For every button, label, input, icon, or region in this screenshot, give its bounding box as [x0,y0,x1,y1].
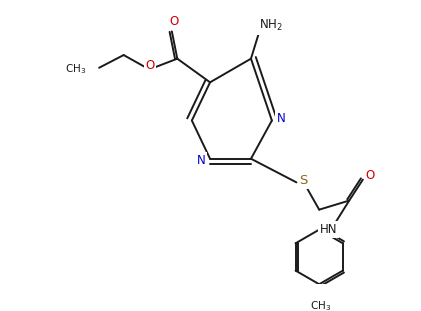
Text: HN: HN [320,223,337,236]
Text: S: S [299,174,308,187]
Text: CH$_3$: CH$_3$ [310,299,332,311]
Text: N: N [197,154,205,167]
Text: O: O [169,15,178,28]
Text: O: O [365,169,375,182]
Text: N: N [277,112,285,125]
Text: NH$_2$: NH$_2$ [259,18,283,34]
Text: CH$_3$: CH$_3$ [65,63,86,77]
Text: O: O [145,59,155,72]
